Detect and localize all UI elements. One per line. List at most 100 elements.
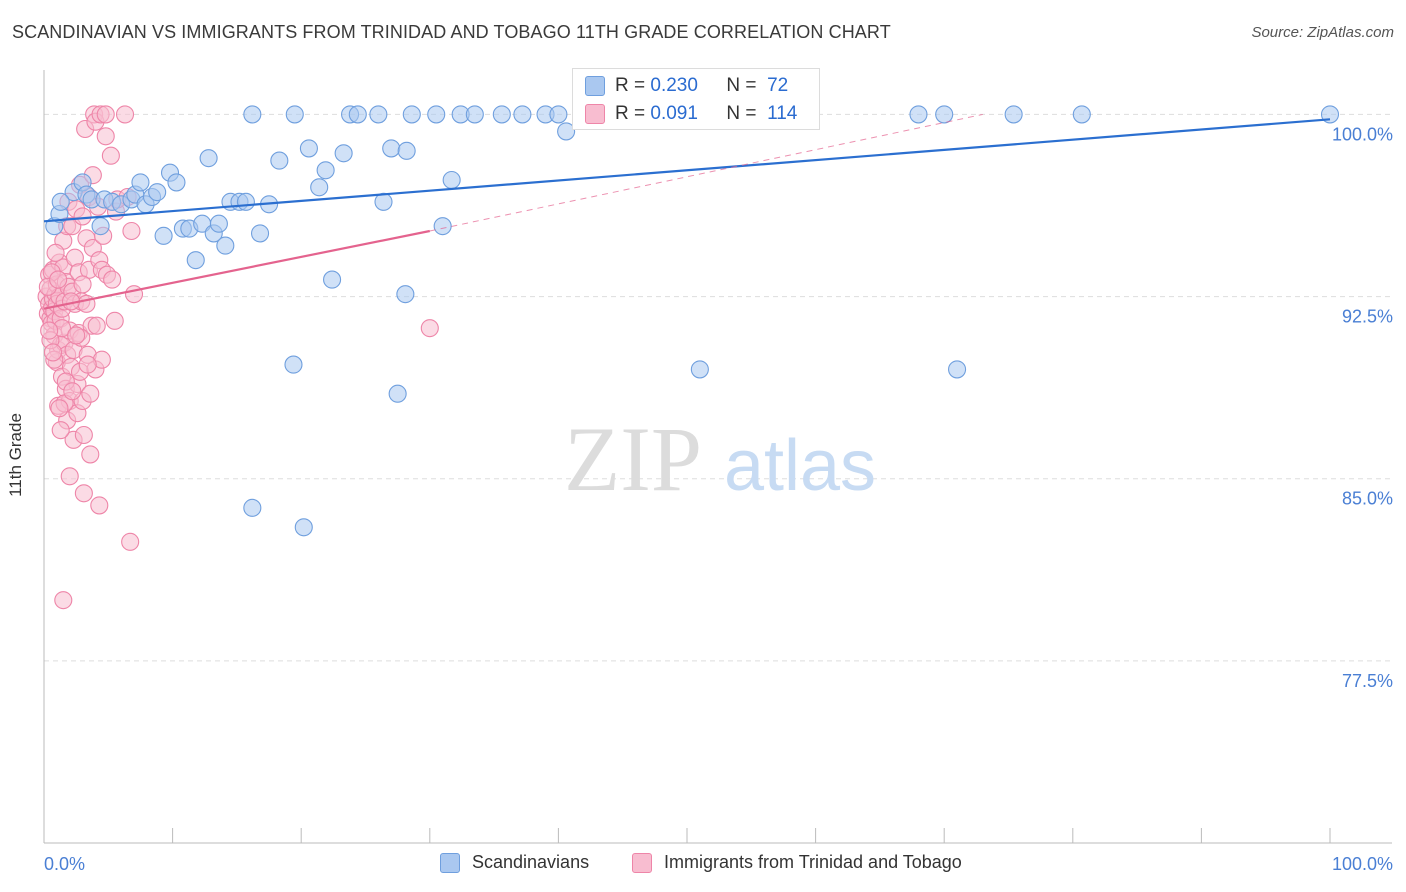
trinidad-point bbox=[81, 384, 100, 403]
trinidad-point bbox=[90, 496, 109, 515]
scandinavian-point bbox=[216, 236, 235, 255]
source-label: Source: ZipAtlas.com bbox=[1251, 24, 1394, 41]
pink-r-label: R = bbox=[615, 103, 646, 124]
trinidad-point bbox=[51, 421, 70, 440]
scandinavian-point bbox=[948, 360, 967, 379]
scandinavian-point bbox=[388, 384, 407, 403]
scandinavian-point bbox=[284, 355, 303, 374]
blue-n-value: 72 bbox=[767, 75, 789, 96]
scandinavian-point bbox=[442, 170, 461, 190]
y-tick-label: 100.0% bbox=[1332, 124, 1393, 144]
trinidad-point bbox=[73, 275, 92, 294]
scandinavian-point bbox=[154, 226, 173, 245]
scandinavian-point bbox=[167, 173, 186, 192]
legend-label-scandinavians: Scandinavians bbox=[472, 852, 590, 872]
trinidad-point bbox=[40, 321, 59, 340]
axis-layer bbox=[43, 70, 1392, 844]
scandinavian-point bbox=[1004, 105, 1023, 124]
scandinavian-point bbox=[209, 214, 228, 233]
scandinavian-point bbox=[909, 105, 928, 124]
trinidad-point bbox=[43, 343, 63, 362]
scandinavian-point bbox=[334, 144, 353, 163]
trinidad-point bbox=[115, 105, 135, 124]
trinidad-point bbox=[122, 221, 141, 241]
scandinavian-point bbox=[348, 105, 367, 124]
bottom-legend: Scandinavians Immigrants from Trinidad a… bbox=[0, 852, 1406, 878]
trend-lines bbox=[43, 113, 1331, 310]
scandinavian-point bbox=[549, 105, 568, 124]
y-axis-title: 11th Grade bbox=[6, 413, 25, 497]
scandinavian-point bbox=[690, 360, 709, 379]
scandinavian-points bbox=[45, 105, 1340, 537]
scandinavian-point bbox=[131, 173, 150, 192]
scandinavian-point bbox=[557, 122, 576, 141]
scandinavian-point bbox=[402, 105, 421, 124]
y-tick-label: 92.5% bbox=[1342, 307, 1393, 327]
pink-swatch bbox=[585, 104, 605, 124]
trinidad-point bbox=[60, 467, 79, 486]
legend-item-trinidad[interactable]: Immigrants from Trinidad and Tobago bbox=[632, 852, 962, 873]
trinidad-point bbox=[63, 382, 82, 401]
trinidad-point bbox=[49, 270, 68, 289]
scandinavian-point bbox=[465, 105, 484, 124]
tick-labels: 100.0% 92.5% 85.0% 77.5% 0.0% 100.0% bbox=[44, 124, 1393, 874]
scandinavian-point bbox=[310, 178, 329, 197]
y-tick-label: 85.0% bbox=[1342, 489, 1393, 509]
trinidad-point bbox=[420, 319, 439, 338]
chart-title: SCANDINAVIAN VS IMMIGRANTS FROM TRINIDAD… bbox=[12, 22, 891, 42]
trinidad-point bbox=[54, 591, 73, 610]
trinidad-point bbox=[78, 355, 97, 374]
stats-row-pink: R = 0.091 N = 114 bbox=[573, 100, 797, 128]
scandinavian-point bbox=[270, 151, 289, 170]
scandinavian-point bbox=[250, 224, 270, 243]
scandinavian-point bbox=[199, 149, 218, 168]
scandinavian-point bbox=[299, 139, 318, 158]
pink-n-label: N = bbox=[726, 103, 757, 124]
scandinavian-point bbox=[492, 105, 511, 124]
trinidad-points bbox=[37, 105, 439, 610]
blue-r-label: R = bbox=[615, 75, 646, 96]
trinidad-point bbox=[50, 399, 69, 418]
x-tick-label-max: 100.0% bbox=[1332, 854, 1393, 874]
stats-row-blue: R = 0.230 N = 72 bbox=[573, 72, 788, 100]
scandinavian-point bbox=[323, 270, 342, 289]
trinidad-point bbox=[67, 326, 86, 345]
trinidad-point bbox=[73, 207, 92, 226]
trinidad-point bbox=[121, 532, 140, 551]
scandinavian-point bbox=[935, 105, 954, 124]
legend-swatch-blue bbox=[440, 852, 460, 873]
scandinavian-point bbox=[285, 105, 304, 124]
x-tick-label-min: 0.0% bbox=[44, 854, 85, 874]
scandinavian-point bbox=[294, 518, 313, 537]
trinidad-point bbox=[96, 127, 115, 146]
scandinavian-point bbox=[1072, 105, 1091, 124]
blue-r-value: 0.230 bbox=[650, 75, 698, 96]
trinidad-trend-extension bbox=[429, 113, 983, 232]
trinidad-trend-line bbox=[43, 229, 431, 310]
trinidad-point bbox=[74, 425, 93, 445]
trinidad-point bbox=[124, 285, 144, 304]
legend-label-trinidad: Immigrants from Trinidad and Tobago bbox=[664, 852, 962, 872]
scandinavian-point bbox=[397, 141, 416, 160]
scandinavian-point bbox=[236, 192, 255, 211]
scandinavian-point bbox=[433, 217, 452, 236]
pink-n-value: 114 bbox=[767, 103, 798, 124]
scandinavian-point bbox=[396, 285, 415, 304]
trinidad-point bbox=[87, 316, 106, 335]
trinidad-point bbox=[105, 311, 124, 330]
scandinavian-point bbox=[382, 139, 401, 158]
scandinavian-point bbox=[316, 161, 335, 180]
scandinavian-point bbox=[427, 105, 446, 124]
scandinavian-point bbox=[513, 105, 532, 124]
watermark-atlas: atlas bbox=[724, 426, 876, 506]
watermark: ZIP atlas bbox=[564, 408, 876, 510]
trinidad-point bbox=[81, 445, 100, 464]
legend-item-scandinavians[interactable]: Scandinavians bbox=[440, 852, 589, 873]
y-tick-label: 77.5% bbox=[1342, 671, 1393, 691]
watermark-zip: ZIP bbox=[564, 408, 702, 510]
scandinavian-trend-line bbox=[43, 118, 1331, 223]
trinidad-point bbox=[74, 484, 93, 503]
stats-legend: R = 0.230 N = 72 R = 0.091 N = 114 bbox=[572, 68, 820, 130]
scandinavian-point bbox=[243, 498, 262, 517]
